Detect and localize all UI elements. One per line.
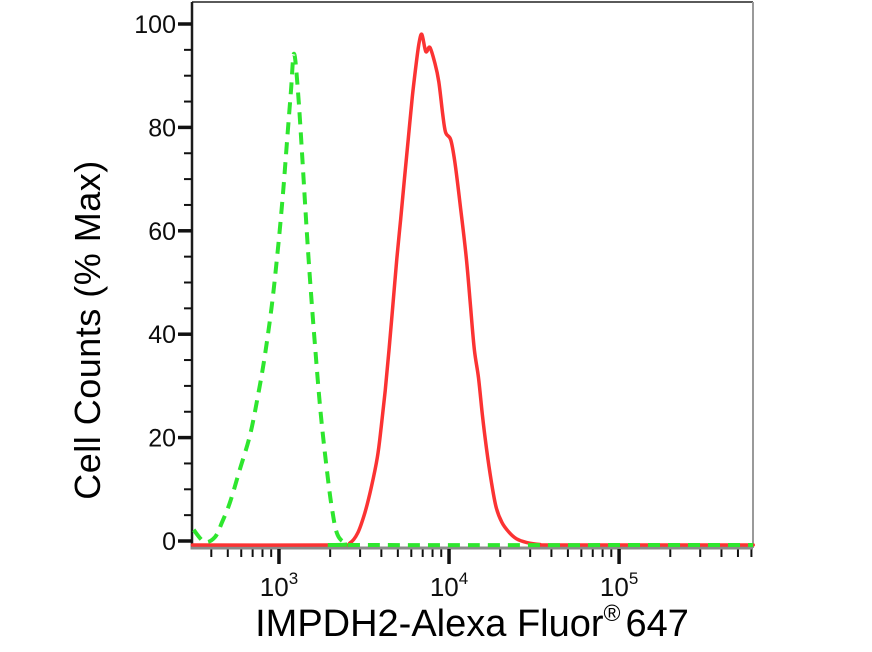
plot-frame <box>190 1 754 550</box>
x-axis-title-main: IMPDH2-Alexa Fluor <box>255 603 604 645</box>
x-axis-title: IMPDH2-Alexa Fluor® 647 <box>255 600 689 645</box>
control-curve <box>192 51 754 548</box>
x-tick-label: 103 <box>260 569 298 602</box>
y-tick-label: 60 <box>148 218 176 246</box>
y-tick-label: 80 <box>148 114 176 142</box>
y-axis-title: Cell Counts (% Max) <box>67 160 108 500</box>
x-axis-title-registered-mark: ® <box>604 600 621 626</box>
sample-curve <box>190 32 755 547</box>
y-tick-label: 0 <box>162 528 176 556</box>
x-axis-title-suffix: 647 <box>625 603 688 645</box>
axis-tick-labels: 0 20 40 60 80 100 103 104 105 <box>134 11 638 602</box>
x-tick-label: 105 <box>600 569 638 602</box>
histogram-curves <box>190 32 755 548</box>
y-tick-label: 40 <box>148 321 176 349</box>
axis-ticks <box>178 22 753 564</box>
x-tick-label: 104 <box>430 569 468 602</box>
y-tick-label: 100 <box>134 11 176 39</box>
y-tick-label: 20 <box>148 425 176 453</box>
